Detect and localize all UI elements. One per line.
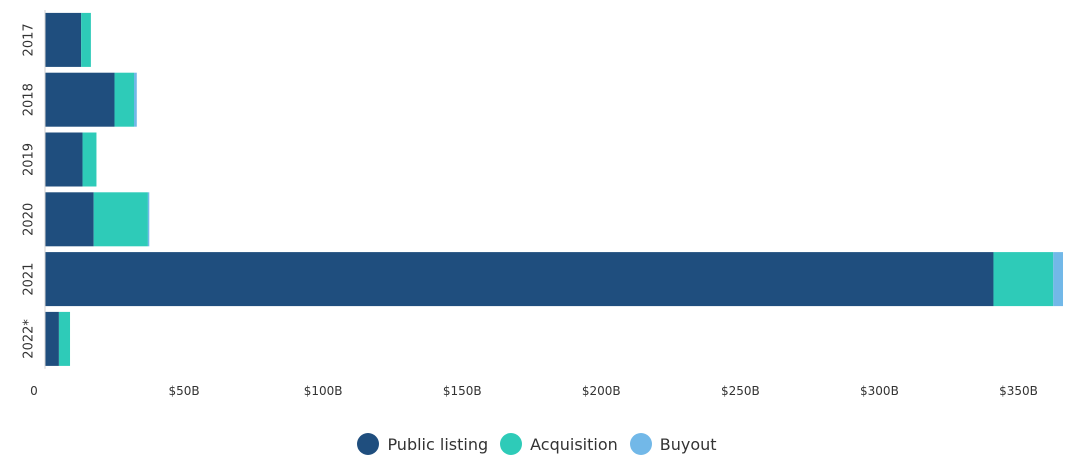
category-label-2019: 2019 — [22, 143, 37, 176]
bar-2019-acquisition[interactable] — [82, 132, 97, 187]
category-label-2017: 2017 — [22, 23, 37, 56]
bar-2018-acquisition[interactable] — [114, 72, 135, 127]
x-tick-label: $150B — [443, 384, 482, 398]
legend-swatch-icon — [357, 433, 380, 455]
legend-label: Acquisition — [530, 434, 618, 454]
bar-2018-public-listing[interactable] — [45, 72, 115, 127]
x-tick-label: $50B — [169, 384, 200, 398]
x-tick-label: $200B — [582, 384, 621, 398]
bar-2021-buyout[interactable] — [1053, 252, 1063, 307]
legend-label: Public listing — [387, 434, 489, 454]
x-tick-label: $250B — [721, 384, 760, 398]
bar-2017-acquisition[interactable] — [81, 12, 91, 67]
x-tick-label: $100B — [304, 384, 343, 398]
category-labels: 2017 2018 2019 2020 2021 2022* — [22, 23, 37, 358]
bar-2020-public-listing[interactable] — [45, 192, 94, 247]
bar-2022-public-listing[interactable] — [45, 311, 59, 366]
bar-2020-acquisition[interactable] — [93, 192, 148, 247]
legend-item-acquisition[interactable]: Acquisition — [500, 433, 618, 455]
legend-swatch-icon — [500, 433, 523, 455]
category-label-2018: 2018 — [22, 83, 37, 116]
legend: Public listing Acquisition Buyout — [0, 433, 1074, 455]
legend-item-public-listing[interactable]: Public listing — [357, 433, 488, 455]
bar-2022-acquisition[interactable] — [58, 311, 71, 366]
x-tick-label: $350B — [999, 384, 1038, 398]
bar-chart: 2017 2018 2019 2020 2021 2022* 0 $50B $100B $150… — [22, 10, 1063, 398]
legend-item-buyout[interactable]: Buyout — [629, 433, 717, 455]
legend-swatch-icon — [629, 433, 652, 455]
bar-2017-public-listing[interactable] — [45, 12, 82, 67]
category-label-2020: 2020 — [22, 203, 37, 236]
legend-label: Buyout — [659, 434, 717, 454]
bar-2021-public-listing[interactable] — [45, 252, 994, 307]
x-tick-label: 0 — [30, 384, 38, 398]
category-label-2022: 2022* — [22, 319, 37, 359]
category-label-2021: 2021 — [22, 263, 37, 296]
bar-2018-buyout[interactable] — [134, 72, 137, 127]
bars-group — [45, 12, 1063, 366]
bar-2021-acquisition[interactable] — [993, 252, 1054, 307]
x-axis-ticks: 0 $50B $100B $150B $200B $250B $300B $350B — [30, 384, 1038, 398]
bar-2019-public-listing[interactable] — [45, 132, 83, 187]
x-tick-label: $300B — [860, 384, 899, 398]
bar-2020-buyout[interactable] — [147, 192, 150, 247]
